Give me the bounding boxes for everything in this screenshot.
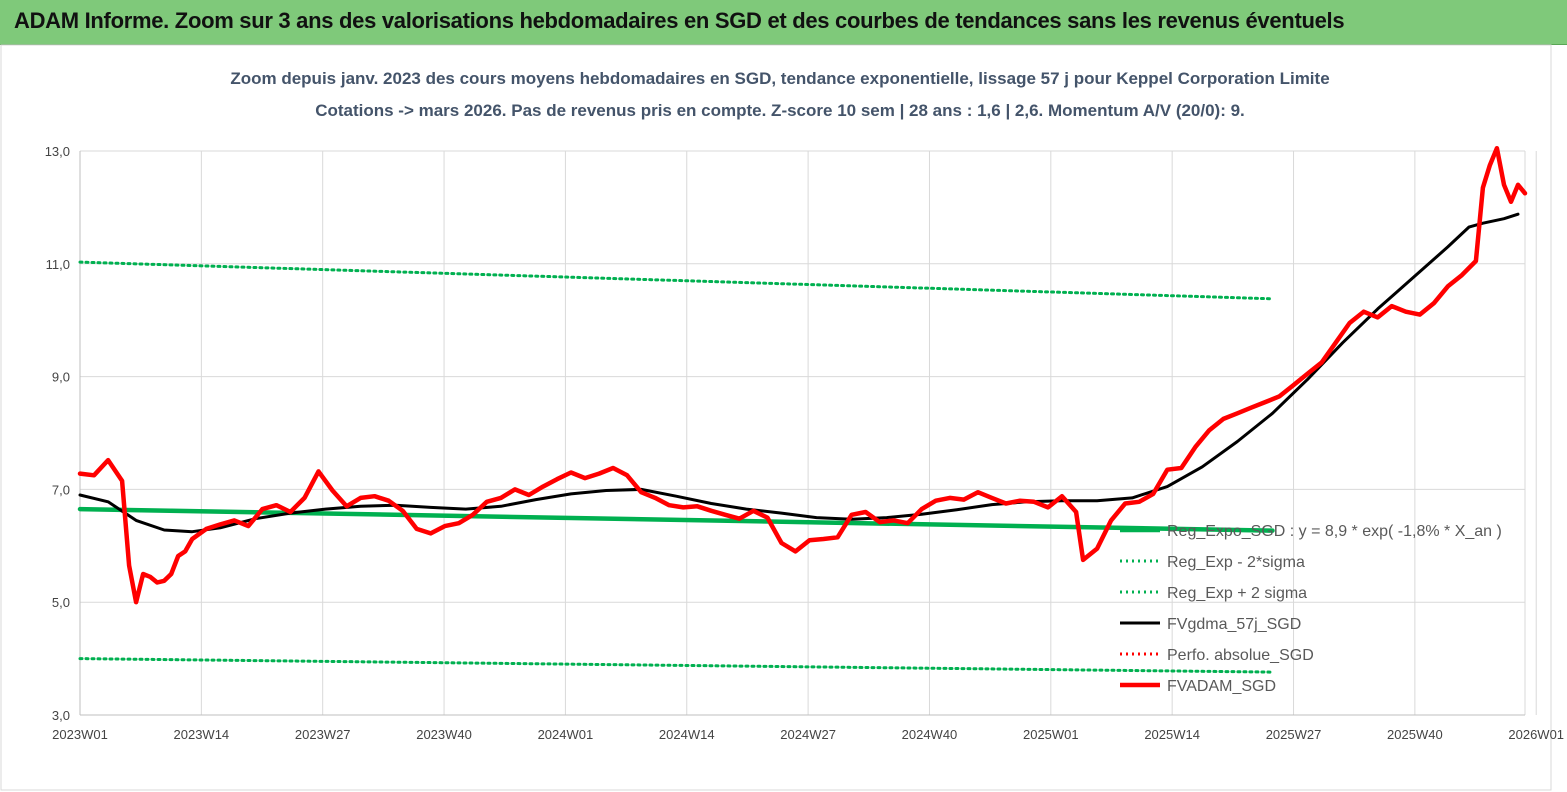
y-tick-label: 11,0 bbox=[46, 257, 70, 272]
x-tick-label: 2024W27 bbox=[780, 727, 836, 742]
chart-area: Zoom depuis janv. 2023 des cours moyens … bbox=[0, 44, 1564, 791]
x-tick-label: 2023W14 bbox=[174, 727, 230, 742]
x-tick-label: 2023W01 bbox=[52, 727, 108, 742]
series-line-5 bbox=[77, 145, 1528, 605]
x-tick-label: 2024W40 bbox=[902, 727, 958, 742]
legend-label: Reg_Exp - 2*sigma bbox=[1167, 554, 1305, 571]
x-axis: 2023W01 2023W14 2023W27 2023W40 2024W01 2024W… bbox=[52, 714, 1564, 742]
y-axis: 3,0 5,0 7,0 9,0 11,0 13,0 bbox=[45, 144, 81, 723]
legend-label: Reg_Exp + 2 sigma bbox=[1167, 585, 1307, 602]
grid bbox=[79, 150, 1537, 716]
x-tick-label: 2024W01 bbox=[538, 727, 594, 742]
legend-label: FVgdma_57j_SGD bbox=[1167, 616, 1301, 633]
x-tick-label: 2025W01 bbox=[1023, 727, 1079, 742]
chart-subtitle: Cotations -> mars 2026. Pas de revenus p… bbox=[315, 101, 1245, 120]
x-tick-label: 2023W40 bbox=[416, 727, 472, 742]
series-layer bbox=[77, 145, 1528, 674]
legend-label: Perfo. absolue_SGD bbox=[1167, 647, 1314, 664]
x-tick-label: 2023W27 bbox=[295, 727, 351, 742]
series-line-1 bbox=[78, 657, 1274, 674]
x-tick-label: 2025W40 bbox=[1387, 727, 1443, 742]
legend-label: Reg_Expo_SGD : y = 8,9 * exp( -1,8% * X_… bbox=[1167, 523, 1502, 540]
report-title: ADAM Informe. Zoom sur 3 ans des valoris… bbox=[14, 8, 1345, 33]
y-tick-label: 13,0 bbox=[45, 144, 70, 159]
x-tick-label: 2025W14 bbox=[1144, 727, 1200, 742]
x-tick-label: 2025W27 bbox=[1266, 727, 1322, 742]
series-line-0 bbox=[77, 506, 1275, 533]
y-tick-label: 5,0 bbox=[52, 595, 70, 610]
report-banner: ADAM Informe. Zoom sur 3 ans des valoris… bbox=[0, 0, 1567, 45]
y-tick-label: 7,0 bbox=[52, 482, 70, 497]
chart-frame bbox=[0, 44, 1552, 791]
x-tick-label: 2024W14 bbox=[659, 727, 715, 742]
series-line-3 bbox=[78, 212, 1520, 534]
y-tick-label: 3,0 bbox=[52, 708, 70, 723]
chart-title: Zoom depuis janv. 2023 des cours moyens … bbox=[230, 69, 1329, 88]
legend: Reg_Expo_SGD : y = 8,9 * exp( -1,8% * X_… bbox=[1120, 523, 1502, 695]
y-tick-label: 9,0 bbox=[52, 370, 70, 385]
x-tick-label: 2026W01 bbox=[1508, 727, 1564, 742]
legend-label: FVADAM_SGD bbox=[1167, 678, 1276, 695]
series-line-2 bbox=[78, 260, 1274, 301]
